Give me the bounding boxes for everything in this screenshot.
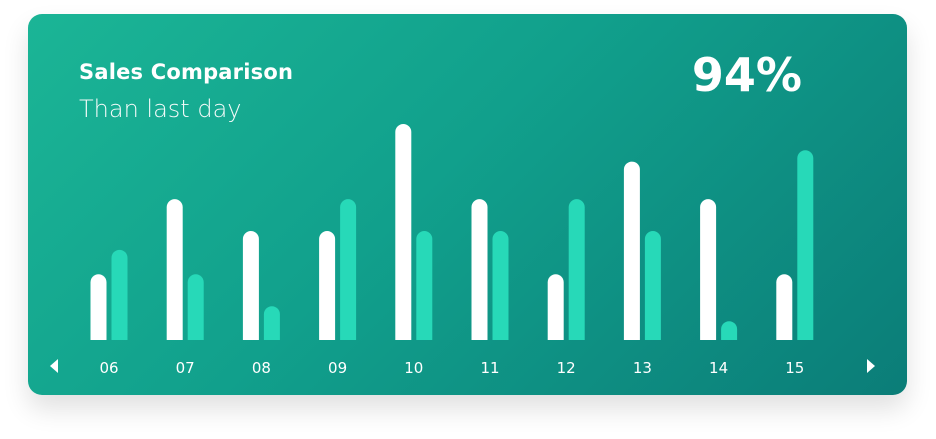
bar-10-series-2 <box>416 231 433 340</box>
bar-13-series-2 <box>644 231 661 340</box>
bar-chart: 06 07 08 09 10 11 12 13 14 15 <box>90 124 814 377</box>
bar-13-series-1 <box>623 161 640 340</box>
bar-06-series-1 <box>90 274 107 340</box>
x-tick-label: 09 <box>328 359 347 377</box>
percent-value: 94% <box>691 48 802 102</box>
sales-comparison-card: Sales Comparison Than last day 94% 06 07 0… <box>28 14 907 395</box>
x-tick-label: 08 <box>252 359 271 377</box>
bar-12-series-1 <box>547 274 564 340</box>
bar-11-series-2 <box>492 231 509 340</box>
bar-14-series-2 <box>721 321 738 340</box>
caret-left-icon[interactable] <box>50 359 58 373</box>
x-tick-label: 11 <box>480 359 499 377</box>
x-tick-label: 14 <box>709 359 728 377</box>
x-tick-label: 07 <box>176 359 195 377</box>
bar-07-series-1 <box>166 199 183 340</box>
bar-11-series-1 <box>471 199 488 340</box>
x-tick-label: 13 <box>633 359 652 377</box>
bar-06-series-2 <box>111 249 128 340</box>
x-tick-label: 06 <box>99 359 118 377</box>
bar-09-series-1 <box>319 231 336 340</box>
bar-07-series-2 <box>187 274 204 340</box>
caret-right-icon[interactable] <box>867 359 875 373</box>
card-subtitle: Than last day <box>79 95 242 123</box>
card-title: Sales Comparison <box>79 60 294 84</box>
bar-10-series-1 <box>395 124 412 340</box>
x-tick-label: 10 <box>404 359 423 377</box>
x-tick-label: 15 <box>785 359 804 377</box>
bar-14-series-1 <box>700 199 717 340</box>
bar-12-series-2 <box>568 199 585 340</box>
bar-15-series-1 <box>776 274 793 340</box>
bar-08-series-1 <box>242 231 259 340</box>
bar-09-series-2 <box>340 199 357 340</box>
x-tick-label: 12 <box>557 359 576 377</box>
bar-08-series-2 <box>263 306 280 340</box>
bar-15-series-2 <box>797 150 814 340</box>
